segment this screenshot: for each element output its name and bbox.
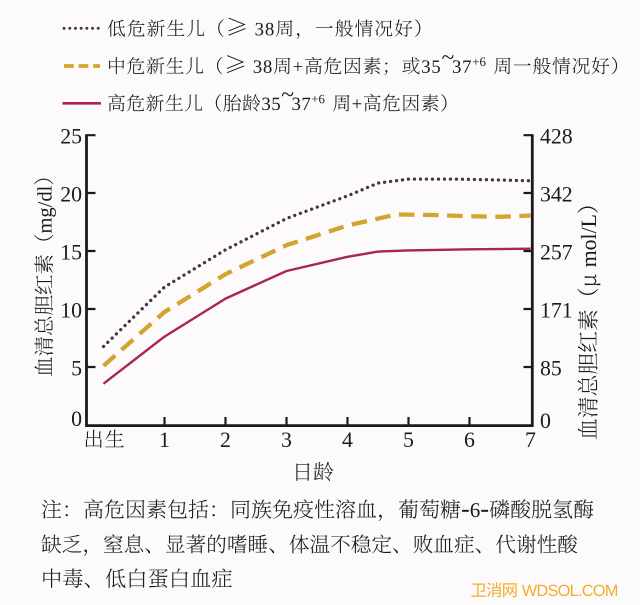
svg-text:257: 257 (540, 240, 573, 264)
svg-text:5: 5 (71, 356, 82, 380)
svg-text:10: 10 (60, 298, 82, 322)
svg-text:428: 428 (540, 125, 573, 149)
svg-text:342: 342 (540, 182, 573, 206)
svg-text:20: 20 (60, 182, 82, 206)
svg-text:0: 0 (540, 409, 551, 433)
svg-text:25: 25 (60, 125, 82, 149)
svg-text:0: 0 (71, 407, 82, 431)
svg-text:5: 5 (403, 428, 414, 452)
svg-text:15: 15 (60, 240, 82, 264)
svg-text:1: 1 (159, 428, 170, 452)
svg-text:3: 3 (281, 428, 292, 452)
svg-text:171: 171 (540, 298, 573, 322)
svg-text:6: 6 (464, 428, 475, 452)
svg-text:7: 7 (525, 428, 536, 452)
svg-text:2: 2 (220, 428, 231, 452)
svg-text:4: 4 (342, 428, 353, 452)
svg-text:85: 85 (540, 356, 562, 380)
